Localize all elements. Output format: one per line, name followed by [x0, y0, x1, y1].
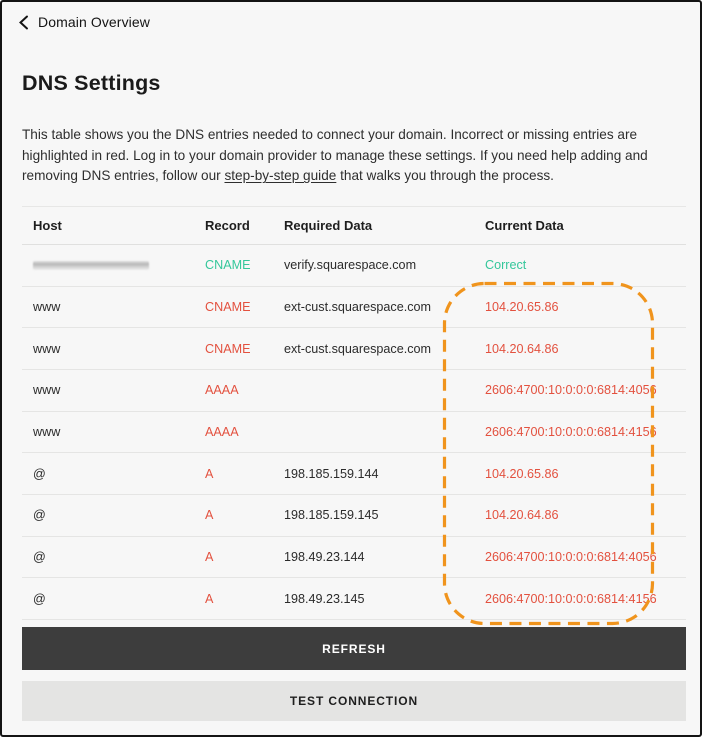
current-data-cell: 104.20.64.86 [485, 341, 559, 356]
table-row: www AAAA 2606:4700:10:0:0:0:6814:4056 [22, 370, 686, 412]
table-row: @ A 198.185.159.145 104.20.64.86 [22, 495, 686, 537]
table-row: www CNAME ext-cust.squarespace.com 104.2… [22, 287, 686, 329]
description-after-link: that walks you through the process. [336, 168, 554, 184]
current-data-cell: Correct [485, 258, 527, 273]
required-data-cell: ext-cust.squarespace.com [284, 341, 431, 356]
required-data-cell: 198.185.159.144 [284, 466, 379, 481]
description-text: This table shows you the DNS entries nee… [22, 125, 684, 187]
host-cell [33, 245, 203, 286]
current-data-cell: 104.20.65.86 [485, 466, 559, 481]
required-data-cell: ext-cust.squarespace.com [284, 299, 431, 314]
host-cell: @ [33, 549, 46, 564]
current-data-cell: 2606:4700:10:0:0:0:6814:4056 [485, 549, 657, 564]
dns-table-body: CNAME verify.squarespace.com Correct www… [22, 245, 686, 620]
column-header-record: Record [205, 218, 250, 233]
host-cell: www [33, 424, 61, 439]
redacted-host-bar [33, 260, 149, 270]
back-nav[interactable]: Domain Overview [18, 14, 150, 30]
required-data-cell: 198.49.23.144 [284, 549, 365, 564]
record-type-cell: AAAA [205, 424, 239, 439]
required-data-cell [284, 412, 483, 453]
required-data-cell [284, 370, 483, 411]
record-type-cell: A [205, 508, 214, 523]
table-row: @ A 198.49.23.145 2606:4700:10:0:0:0:681… [22, 578, 686, 620]
record-type-cell: A [205, 591, 214, 606]
refresh-button[interactable]: REFRESH [22, 627, 686, 670]
test-connection-button[interactable]: TEST CONNECTION [22, 681, 686, 721]
host-cell: @ [33, 591, 46, 606]
table-row: @ A 198.49.23.144 2606:4700:10:0:0:0:681… [22, 537, 686, 579]
description-before-link: This table shows you the DNS entries nee… [22, 127, 648, 184]
step-by-step-guide-link[interactable]: step-by-step guide [224, 168, 337, 184]
current-data-cell: 2606:4700:10:0:0:0:6814:4056 [485, 383, 657, 398]
table-row: CNAME verify.squarespace.com Correct [22, 245, 686, 287]
column-header-host: Host [33, 218, 62, 233]
record-type-cell: A [205, 549, 214, 564]
host-cell: www [33, 383, 61, 398]
column-header-current-data: Current Data [485, 218, 564, 233]
back-nav-label: Domain Overview [38, 14, 150, 30]
current-data-cell: 104.20.64.86 [485, 508, 559, 523]
record-type-cell: CNAME [205, 341, 251, 356]
required-data-cell: verify.squarespace.com [284, 258, 417, 273]
host-cell: www [33, 299, 61, 314]
current-data-cell: 2606:4700:10:0:0:0:6814:4156 [485, 424, 657, 439]
chevron-left-icon [19, 15, 28, 29]
page-title: DNS Settings [22, 71, 161, 95]
table-row: @ A 198.185.159.144 104.20.65.86 [22, 453, 686, 495]
required-data-cell: 198.185.159.145 [284, 508, 379, 523]
host-cell: @ [33, 508, 46, 523]
record-type-cell: AAAA [205, 383, 239, 398]
current-data-cell: 2606:4700:10:0:0:0:6814:4156 [485, 591, 657, 606]
column-header-required-data: Required Data [284, 218, 373, 233]
current-data-cell: 104.20.65.86 [485, 299, 559, 314]
record-type-cell: CNAME [205, 299, 251, 314]
record-type-cell: A [205, 466, 214, 481]
record-type-cell: CNAME [205, 258, 251, 273]
table-header-row: Host Record Required Data Current Data [22, 206, 686, 245]
host-cell: www [33, 341, 61, 356]
dns-records-table: Host Record Required Data Current Data C… [22, 206, 686, 620]
table-row: www CNAME ext-cust.squarespace.com 104.2… [22, 328, 686, 370]
required-data-cell: 198.49.23.145 [284, 591, 365, 606]
table-row: www AAAA 2606:4700:10:0:0:0:6814:4156 [22, 412, 686, 454]
host-cell: @ [33, 466, 46, 481]
